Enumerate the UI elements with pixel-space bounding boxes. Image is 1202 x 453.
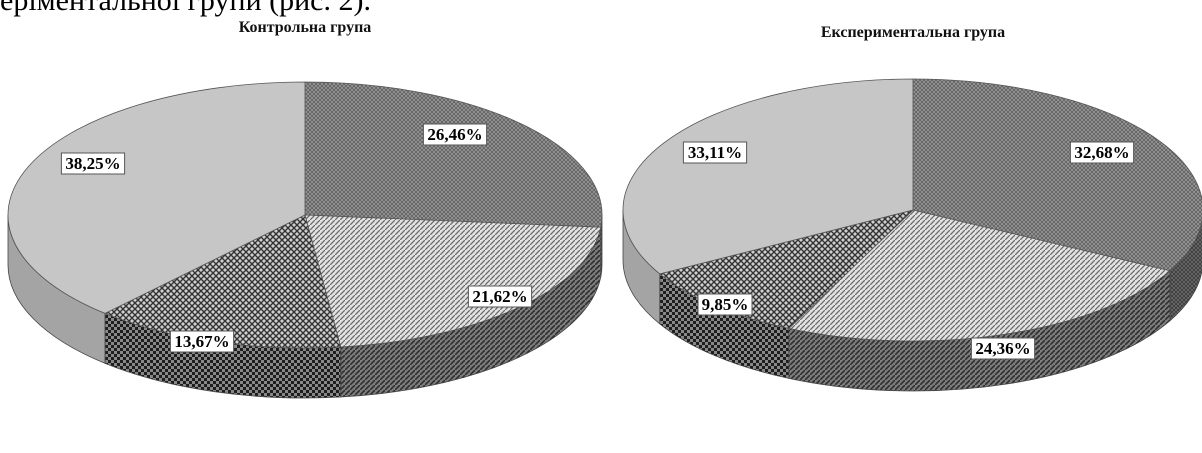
data-label: 21,62% [472,287,527,306]
data-label-box [1069,141,1135,164]
data-label: 9,85% [702,295,749,314]
data-label: 38,25% [65,154,120,173]
data-label: 24,36% [975,339,1030,358]
data-label: 13,67% [174,332,229,351]
pie-slice [912,78,1202,272]
data-label-box [970,337,1036,360]
data-label-box [60,152,126,175]
pie-slice [304,214,602,348]
data-label: 26,46% [427,125,482,144]
pie-slice [788,209,1171,342]
pie-slice [622,78,914,275]
data-label-box [697,293,753,316]
data-label-box [422,123,488,146]
chart-title: Експериментальна група [821,24,1005,41]
chart-title: Контрольна група [239,19,372,36]
pie-chart-experimental: Експериментальна група 32,68% 24,36% 9,85%… [622,24,1202,392]
data-label-box [169,330,235,353]
data-label-box [467,285,533,308]
header-text-fragment: ерiментальної групи (рис. 2). [0,0,371,17]
data-label: 33,11% [688,143,742,162]
data-label: 32,68% [1074,143,1129,162]
pie-chart-control: Контрольна група 26,46% 21,62% 13,67% 38,25… [7,19,603,399]
pie-slice [304,81,603,228]
pie-slice [7,81,306,314]
data-label-box [682,141,748,164]
